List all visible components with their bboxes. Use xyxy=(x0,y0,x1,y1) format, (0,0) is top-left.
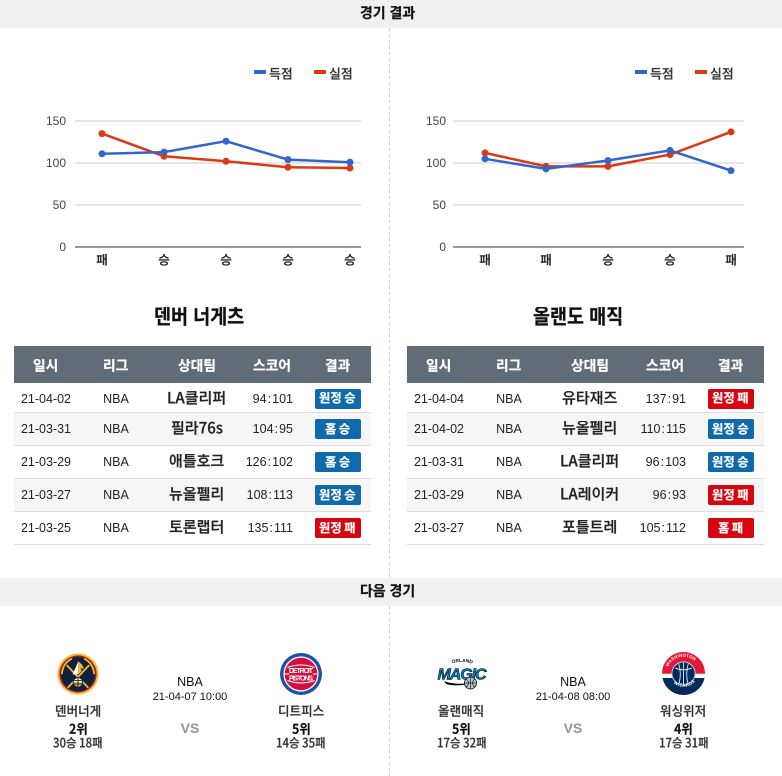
svg-text:150: 150 xyxy=(426,114,446,128)
svg-text:50: 50 xyxy=(433,198,447,212)
svg-text:50: 50 xyxy=(53,198,67,212)
svg-text:WIZARDS: WIZARDS xyxy=(673,679,696,688)
svg-text:150: 150 xyxy=(46,114,66,128)
svg-text:MAGIC: MAGIC xyxy=(437,667,486,684)
svg-text:100: 100 xyxy=(426,156,446,170)
svg-text:ORLANDO: ORLANDO xyxy=(436,655,474,666)
svg-text:0: 0 xyxy=(59,240,66,254)
svg-text:PISTONS: PISTONS xyxy=(289,675,313,682)
svg-text:DETROIT: DETROIT xyxy=(289,667,314,674)
svg-text:0: 0 xyxy=(439,240,446,254)
svg-text:100: 100 xyxy=(46,156,66,170)
